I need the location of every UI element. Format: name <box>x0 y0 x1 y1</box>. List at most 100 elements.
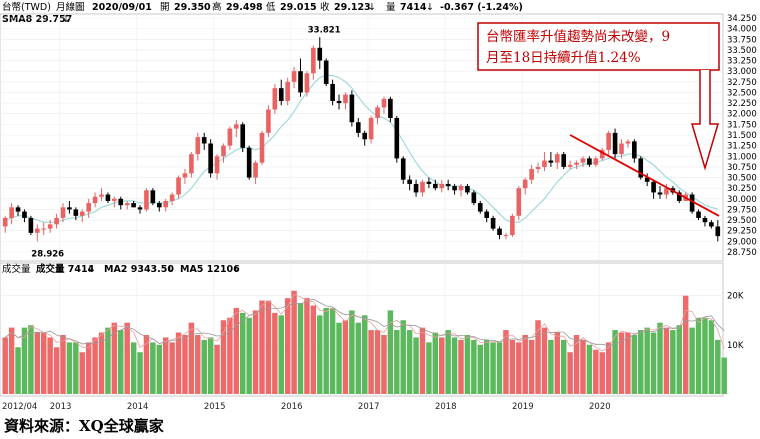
volume-bar <box>708 320 715 394</box>
candle <box>2 215 8 233</box>
candle <box>676 190 682 204</box>
candle <box>330 79 335 106</box>
candle <box>246 145 252 180</box>
candle-body <box>484 211 489 218</box>
volume-bar <box>528 339 535 394</box>
candle <box>343 92 348 110</box>
candle-body <box>657 192 663 195</box>
volume-bar <box>682 295 689 394</box>
volume-bar <box>310 305 317 394</box>
volume-bar <box>522 335 528 394</box>
candle-body <box>445 183 451 187</box>
candle <box>112 196 117 208</box>
price-tick-label: 31.750 <box>727 120 757 130</box>
candle <box>574 160 579 170</box>
candle-body <box>664 188 669 195</box>
volume-bar <box>670 330 676 394</box>
volume-bar <box>638 330 644 394</box>
candle-body <box>535 166 541 170</box>
volume-bar <box>175 332 182 394</box>
price-tick-label: 29.250 <box>727 227 757 237</box>
time-tick-label: 2018 <box>435 402 457 412</box>
candle-body <box>221 145 226 157</box>
candle <box>433 179 438 191</box>
volume-bar <box>40 332 47 394</box>
candle <box>137 205 143 214</box>
candle <box>355 117 361 138</box>
volume-ma5-arrow-icon: ↓ <box>232 264 240 275</box>
volume-bar <box>130 342 137 394</box>
candle-body <box>105 194 111 201</box>
candle <box>625 139 631 148</box>
volume-bar <box>490 342 496 394</box>
candle-body <box>709 222 714 227</box>
candle <box>272 83 278 114</box>
candle <box>291 66 297 89</box>
candle <box>298 58 303 97</box>
sma8-line <box>5 74 718 223</box>
volume-bar <box>554 332 561 394</box>
candle <box>73 207 79 221</box>
candle-body <box>388 98 393 118</box>
volume-tick-label: 20K <box>727 292 744 302</box>
candle <box>362 130 368 146</box>
price-tick-label: 32.250 <box>727 99 757 109</box>
header-open: 29.350 <box>174 2 211 13</box>
volume-bar <box>92 337 98 394</box>
candle-body <box>477 203 483 212</box>
candle <box>696 209 701 221</box>
candle <box>189 152 194 178</box>
volume-bar <box>265 300 272 394</box>
candle <box>234 120 239 138</box>
volume-ma2-line <box>4 293 725 352</box>
volume-bar <box>240 312 246 394</box>
volume-bar <box>605 342 612 394</box>
volume-bar <box>143 335 150 394</box>
volume-axis: 20K 10K <box>727 292 744 351</box>
candle-body <box>458 186 464 191</box>
candle <box>124 200 130 210</box>
volume-bar <box>323 307 329 394</box>
candle-body <box>323 60 329 84</box>
volume-bar <box>272 312 278 394</box>
candle-body <box>715 226 721 237</box>
volume-bar <box>721 357 727 394</box>
candle <box>375 105 380 125</box>
volume-bar <box>567 352 573 394</box>
candle-body <box>150 190 156 204</box>
header-change: -0.367 (-1.24%) <box>440 2 523 13</box>
volume-bar <box>702 317 708 394</box>
volume-bar <box>278 315 284 394</box>
candle-body <box>542 160 547 167</box>
candle-body <box>259 132 265 163</box>
candle <box>54 213 59 229</box>
volume-bar <box>535 320 541 394</box>
candle-body <box>137 207 143 210</box>
candle-body <box>619 143 624 155</box>
candle <box>176 175 181 199</box>
volume-bar <box>105 327 111 394</box>
candle-body <box>156 203 162 208</box>
candle-body <box>676 192 682 201</box>
candle <box>452 183 457 195</box>
candle <box>221 143 226 163</box>
candle-body <box>272 88 278 110</box>
candle <box>619 139 624 159</box>
candle <box>9 203 14 225</box>
candle <box>522 177 528 195</box>
candle <box>542 152 547 172</box>
volume-bar <box>445 330 451 394</box>
candle-body <box>651 181 656 193</box>
volume-bar <box>8 327 15 394</box>
candle <box>477 200 483 214</box>
candle <box>41 222 47 235</box>
volume-bar <box>612 330 618 394</box>
candle-body <box>112 198 117 201</box>
time-tick-label: 2014 <box>127 402 149 412</box>
volume-bar <box>695 317 702 394</box>
volume-bar <box>657 322 663 394</box>
header-high: 29.498 <box>226 2 263 13</box>
candle-body <box>278 88 284 101</box>
price-tick-label: 29.000 <box>727 237 757 247</box>
candle-body <box>561 154 567 167</box>
